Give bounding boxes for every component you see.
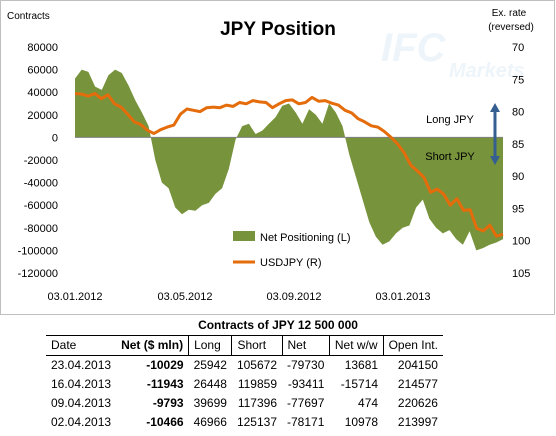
- table-cell: 204150: [397, 358, 438, 372]
- left-axis-label: Contracts: [7, 11, 50, 22]
- right-tick-label: 95: [512, 203, 524, 215]
- x-tick-label: 03.01.2012: [47, 291, 102, 303]
- right-axis-label-1: Ex. rate: [492, 8, 527, 19]
- table-cell: 46966: [193, 415, 227, 429]
- legend: Net Positioning (L) USDJPY (R): [233, 231, 351, 269]
- table-row: 16.04.2013 -11943 26448 119859 -93411 -15714 2…: [46, 375, 443, 394]
- annotation-long-jpy: Long JPY: [426, 114, 474, 126]
- table-cell: 26448: [193, 377, 227, 391]
- table-cell: -9793: [152, 396, 184, 410]
- table-cell: 02.04.2013: [51, 415, 112, 429]
- table-cell: 214577: [397, 377, 438, 391]
- right-tick-label: 105: [512, 268, 530, 280]
- legend-area-label: Net Positioning (L): [260, 232, 351, 244]
- watermark-text-2: Markets: [449, 60, 525, 82]
- table-cell: -93411: [287, 377, 325, 391]
- table-cell: -10466: [146, 415, 184, 429]
- right-axis-ticks: 70 75 80 85 90 95 100 105: [512, 42, 530, 280]
- table-cell: 220626: [397, 396, 438, 410]
- table-row: 02.04.2013 -10466 46966 125137 -78171 10978 21…: [46, 413, 443, 432]
- table-cell: -11943: [146, 377, 184, 391]
- right-tick-label: 75: [512, 74, 524, 86]
- watermark-text-1: IFC: [381, 26, 447, 70]
- column-header: Date: [46, 335, 117, 356]
- table-cell: -10029: [146, 358, 184, 372]
- right-tick-label: 70: [512, 42, 524, 54]
- usdjpy-line: [74, 92, 504, 238]
- right-tick-label: 100: [512, 236, 530, 248]
- right-tick-label: 90: [512, 171, 524, 183]
- table-cell: 117396: [237, 396, 277, 410]
- annotation-short-jpy: Short JPY: [425, 151, 475, 163]
- left-tick-label: 20000: [27, 110, 58, 122]
- left-tick-label: 80000: [27, 42, 58, 54]
- table-cell: 474: [358, 396, 379, 410]
- left-tick-label: 60000: [27, 65, 58, 77]
- right-tick-label: 85: [512, 139, 524, 151]
- column-header: Long: [188, 335, 232, 356]
- left-tick-label: -100000: [18, 245, 58, 257]
- left-axis-ticks: 80000 60000 40000 20000 0 -20000 -40000 -60000 -…: [18, 42, 58, 280]
- table-cell: 105672: [236, 358, 277, 372]
- x-tick-label: 03.09.2012: [266, 291, 321, 303]
- table-cell: 39699: [193, 396, 227, 410]
- left-tick-label: 40000: [27, 87, 58, 99]
- table-cell: 25942: [193, 358, 227, 372]
- table-body: 23.04.2013 -10029 25942 105672 -79730 13681 20…: [46, 356, 443, 433]
- table-cell: 125137: [236, 415, 277, 429]
- table-cell: 09.04.2013: [51, 396, 112, 410]
- table-cell: 213997: [397, 415, 438, 429]
- column-header: Net w/w: [328, 335, 384, 356]
- left-tick-label: -20000: [24, 155, 58, 167]
- column-header: Net: [281, 335, 330, 356]
- table-title: Contracts of JPY 12 500 000: [198, 318, 358, 332]
- left-tick-label: -80000: [24, 223, 58, 235]
- right-axis-label-2: (reversed): [488, 22, 534, 33]
- left-tick-label: -40000: [24, 178, 58, 190]
- x-tick-label: 03.05.2012: [157, 291, 212, 303]
- table-header-row: Date Net ($ mln) Long Short Net Net w/w Open I…: [46, 335, 443, 356]
- left-tick-label: 0: [52, 132, 58, 144]
- table-cell: -78171: [287, 415, 325, 429]
- table-cell: 119859: [237, 377, 277, 391]
- chart-frame: IFC Markets JPY Position Contracts Ex. r…: [0, 0, 555, 315]
- table-cell: 10978: [344, 415, 379, 429]
- column-header: Net ($ mln): [116, 335, 189, 356]
- table-cell: -15714: [340, 377, 379, 391]
- left-tick-label: -60000: [24, 200, 58, 212]
- positions-table: Date Net ($ mln) Long Short Net Net w/w Open I…: [46, 335, 443, 432]
- table-row: 23.04.2013 -10029 25942 105672 -79730 13681 20…: [46, 356, 443, 376]
- table-row: 09.04.2013 -9793 39699 117396 -77697 474 22062…: [46, 394, 443, 413]
- column-header: Open Int.: [382, 335, 443, 356]
- left-tick-label: -120000: [18, 268, 58, 280]
- table-cell: 13681: [344, 358, 379, 372]
- legend-line-label: USDJPY (R): [260, 257, 322, 269]
- table-cell: 23.04.2013: [51, 358, 112, 372]
- net-positioning-area: [75, 69, 503, 251]
- x-axis-ticks: 03.01.2012 03.05.2012 03.09.2012 03.01.2013: [47, 291, 430, 303]
- x-tick-label: 03.01.2013: [375, 291, 430, 303]
- legend-area-swatch: [233, 231, 255, 241]
- table-cell: 16.04.2013: [51, 377, 112, 391]
- watermark-logo: IFC Markets: [381, 26, 525, 82]
- table-cell: -77697: [287, 396, 325, 410]
- table-cell: -79730: [287, 358, 325, 372]
- chart-title: JPY Position: [220, 19, 336, 40]
- chart-svg: IFC Markets JPY Position Contracts Ex. r…: [7, 8, 534, 303]
- right-tick-label: 80: [512, 107, 524, 119]
- double-arrow-icon: [490, 103, 500, 165]
- column-header: Short: [231, 335, 282, 356]
